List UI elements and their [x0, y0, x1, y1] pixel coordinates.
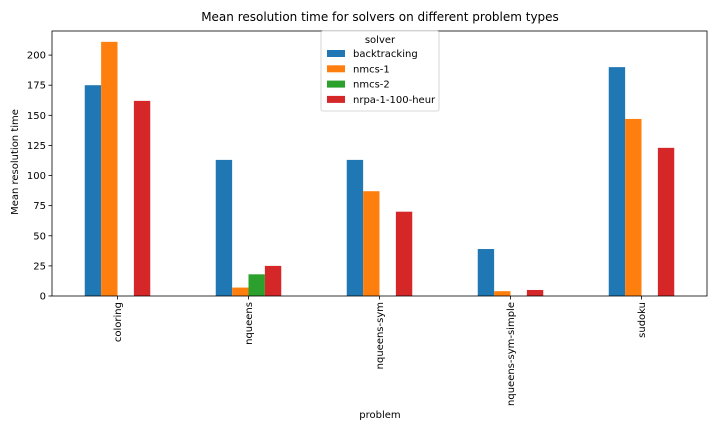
bars-group: [84, 41, 675, 297]
legend: solver backtracking nmcs-1 nmcs-2 nrpa-1-10…: [320, 30, 440, 112]
x-axis-label: problem: [359, 410, 400, 421]
bar-backtracking-sudoku: [608, 67, 626, 297]
bar-nmcs-1-nqueens-sym: [363, 191, 380, 296]
legend-label-nrpa-1-100-heur: nrpa-1-100-heur: [353, 95, 436, 106]
legend-swatch-nrpa-1-100-heur: [327, 95, 345, 103]
bar-backtracking-coloring: [84, 85, 102, 296]
y-tick-label: 25: [33, 261, 46, 272]
bar-nmcs-1-coloring: [101, 41, 118, 296]
x-tick-label-sudoku: sudoku: [637, 302, 648, 338]
x-tick-label-nqueens: nqueens: [244, 302, 255, 345]
legend-swatch-nmcs-1: [327, 65, 345, 73]
legend-items: backtracking nmcs-1 nmcs-2 nrpa-1-100-heur: [327, 49, 436, 106]
bar-backtracking-nqueens-sym: [346, 159, 364, 296]
y-axis: 0 25 50 75 100 125 150 175 200: [27, 51, 52, 303]
y-tick-label: 125: [27, 141, 46, 152]
bar-nmcs-2-nqueens: [248, 274, 265, 296]
y-axis-label: Mean resolution time: [10, 109, 21, 215]
bar-backtracking-nqueens: [215, 159, 233, 296]
x-tick-label-nqueens-sym: nqueens-sym: [375, 302, 386, 369]
bar-nrpa-1-100-heur-sudoku: [657, 147, 675, 296]
bar-nmcs-1-nqueens-sym-simple: [494, 291, 511, 296]
legend-box: [320, 30, 440, 112]
y-tick-label: 175: [27, 81, 46, 92]
y-tick-label: 200: [27, 51, 46, 62]
x-axis: coloring nqueens nqueens-sym nqueens-sym-si…: [113, 296, 648, 406]
bar-backtracking-nqueens-sym-simple: [477, 249, 495, 296]
bar-nrpa-1-100-heur-nqueens: [264, 265, 282, 296]
x-tick-label-nqueens-sym-simple: nqueens-sym-simple: [506, 302, 517, 406]
legend-swatch-backtracking: [327, 50, 345, 57]
bar-nmcs-1-sudoku: [625, 118, 642, 296]
bar-nrpa-1-100-heur-nqueens-sym: [395, 211, 413, 296]
y-tick-label: 0: [40, 292, 46, 303]
x-tick-label-coloring: coloring: [113, 302, 124, 342]
y-tick-label: 150: [27, 111, 46, 122]
y-tick-label: 100: [27, 171, 46, 182]
bar-nrpa-1-100-heur-nqueens-sym-simple: [526, 289, 544, 296]
legend-label-backtracking: backtracking: [353, 49, 418, 60]
y-tick-label: 75: [33, 201, 46, 212]
y-tick-label: 50: [33, 231, 46, 242]
chart-title: Mean resolution time for solvers on diff…: [201, 10, 559, 24]
bar-nmcs-1-nqueens: [232, 287, 249, 296]
legend-title: solver: [365, 35, 396, 46]
legend-label-nmcs-1: nmcs-1: [353, 64, 390, 75]
legend-swatch-nmcs-2: [327, 80, 345, 88]
legend-label-nmcs-2: nmcs-2: [353, 80, 390, 91]
bar-nrpa-1-100-heur-coloring: [133, 100, 151, 296]
